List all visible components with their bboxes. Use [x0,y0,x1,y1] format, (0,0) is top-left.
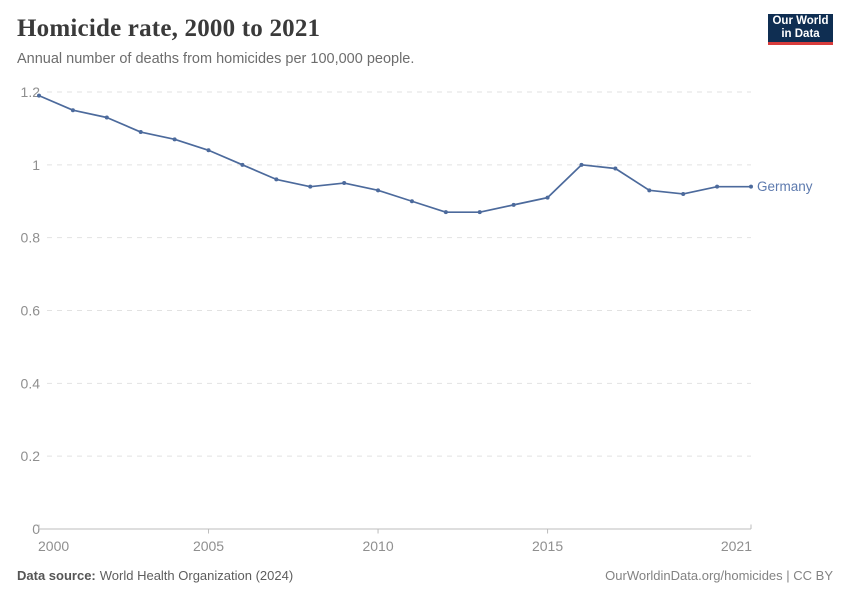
data-point-2003[interactable] [138,130,143,135]
chart-subtitle: Annual number of deaths from homicides p… [17,51,415,67]
data-point-2020[interactable] [715,184,720,189]
data-point-2002[interactable] [104,115,109,120]
data-source-label: Data source: [17,568,96,583]
data-point-2005[interactable] [206,148,211,153]
data-source: Data source: World Health Organization (2… [17,568,293,583]
data-point-2015[interactable] [545,195,550,200]
data-point-2012[interactable] [443,210,448,215]
data-point-2017[interactable] [613,166,618,171]
data-point-2014[interactable] [511,202,516,207]
data-point-2019[interactable] [681,191,686,196]
data-point-2001[interactable] [70,108,75,113]
data-point-2008[interactable] [308,184,313,189]
data-point-2000[interactable] [37,93,41,98]
x-tick-label: 2000 [38,538,69,554]
y-tick-label: 0 [32,521,40,537]
entity-label-germany[interactable]: Germany [757,179,813,194]
data-point-2021[interactable] [749,184,753,189]
data-point-2011[interactable] [409,199,414,204]
data-point-2007[interactable] [274,177,279,182]
data-source-text: World Health Organization (2024) [99,568,294,583]
data-point-2016[interactable] [579,162,584,167]
y-tick-label: 0.2 [21,448,41,464]
data-point-2013[interactable] [477,210,482,215]
page-title: Homicide rate, 2000 to 2021 [17,15,321,42]
data-point-2009[interactable] [342,181,347,186]
x-tick-label: 2005 [193,538,224,554]
y-tick-label: 0.4 [21,375,41,391]
owid-logo-line2: in Data [781,28,820,40]
x-tick-label: 2021 [721,538,752,554]
data-point-2018[interactable] [647,188,652,193]
x-tick-label: 2015 [532,538,563,554]
owid-logo[interactable]: Our World in Data [768,14,833,45]
y-tick-label: 0.8 [21,230,41,246]
y-tick-label: 1 [32,157,40,173]
germany-line [38,94,752,214]
x-tick-label: 2010 [362,538,393,554]
y-tick-label: 0.6 [21,303,41,319]
y-tick-label: 1.2 [21,84,41,100]
data-point-2004[interactable] [172,137,177,142]
owid-logo-line1: Our World [772,15,829,27]
data-point-2006[interactable] [240,162,245,167]
citation-link[interactable]: OurWorldinData.org/homicides | CC BY [605,568,833,583]
data-point-2010[interactable] [376,188,381,193]
